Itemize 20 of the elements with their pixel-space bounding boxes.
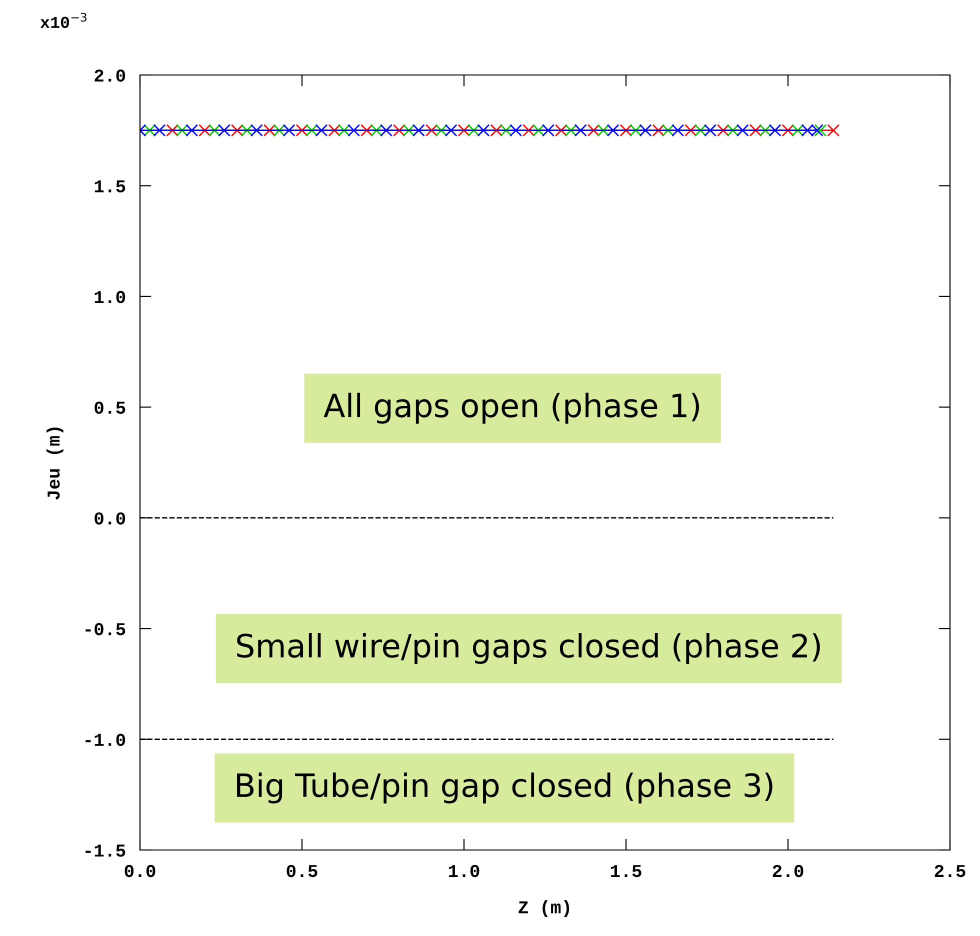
y-tick-label: -0.5 [86, 623, 126, 636]
y-axis-title: Jeu (m) [46, 428, 64, 500]
y-tick-label: 1.5 [94, 180, 126, 192]
y-tick-label: 0.0 [94, 512, 126, 525]
annotation: Small wire/pin gaps closed (phase 2) [237, 633, 820, 664]
x-tick-label: 1.5 [610, 865, 642, 878]
y-tick-label: 2.0 [94, 69, 126, 82]
y-tick-label: 0.5 [94, 402, 126, 414]
x-tick-label: 0.0 [124, 864, 156, 878]
annotation: All gaps open (phase 1) [324, 392, 700, 424]
x-axis-title: Z (m) [518, 900, 570, 917]
y-tick-label: 1.0 [94, 290, 126, 304]
x-tick-label: 0.5 [286, 864, 318, 878]
text: x10$^{−3}$ [40, 12, 86, 28]
annotation: Big Tube/pin gap closed (phase 3) [237, 772, 772, 804]
x-tick-label: 1.0 [448, 864, 480, 878]
x-tick-label: 2.0 [772, 864, 804, 878]
x-tick-label: 2.5 [934, 864, 966, 878]
y-tick-label: -1.0 [86, 734, 126, 746]
y-tick-label: -1.5 [86, 844, 126, 857]
